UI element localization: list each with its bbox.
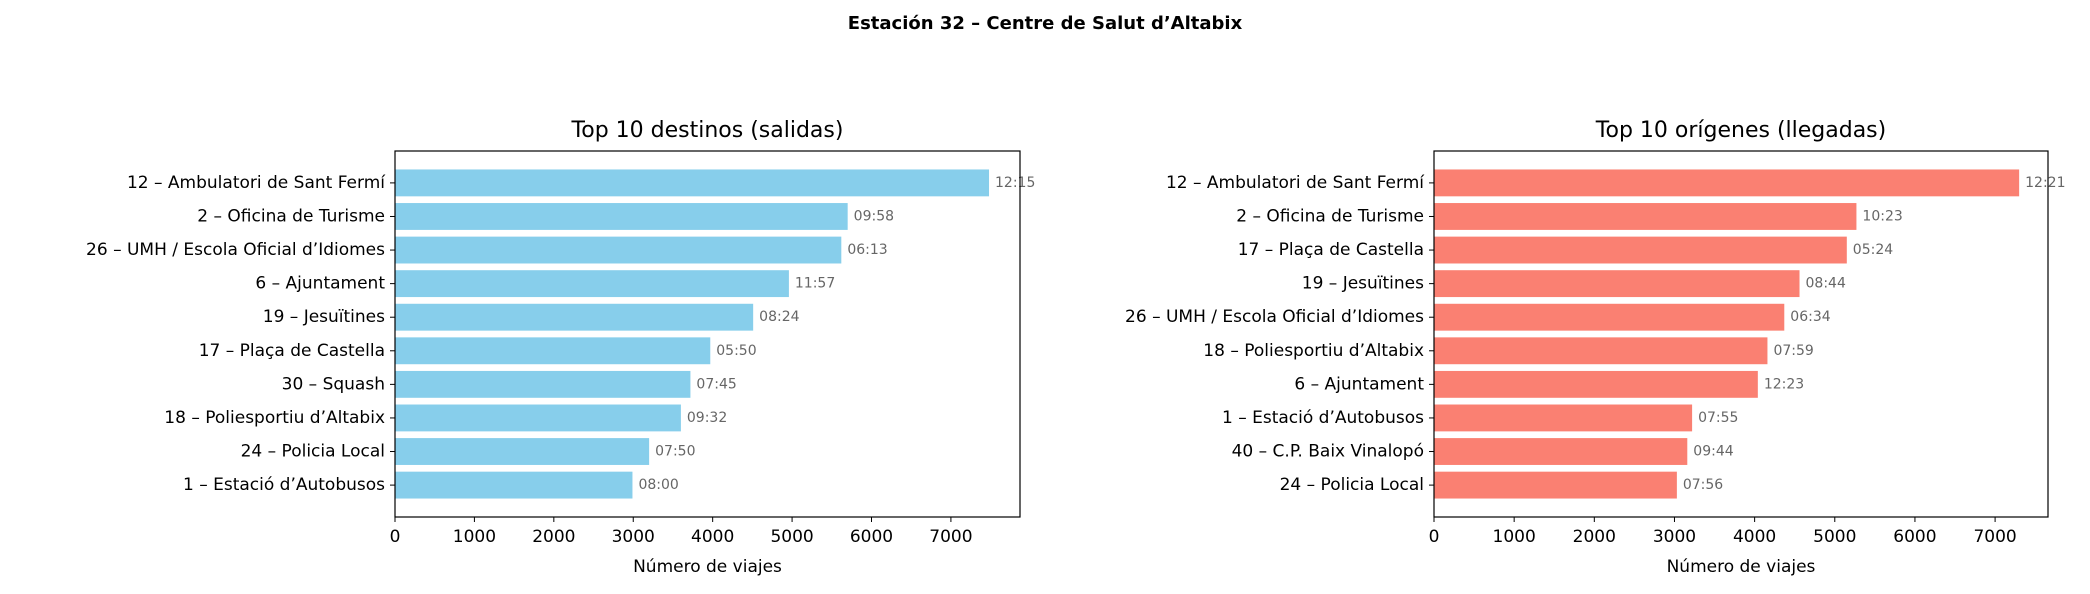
x-tick-label: 2000 <box>532 527 575 547</box>
bar <box>395 337 711 365</box>
y-tick-label: 2 – Oficina de Turisme <box>197 206 385 226</box>
bar <box>395 303 754 331</box>
x-axis-label: Número de viajes <box>633 557 782 577</box>
x-tick-label: 6000 <box>1893 527 1936 547</box>
y-tick-label: 24 – Policia Local <box>241 442 385 462</box>
x-tick-label: 3000 <box>1653 527 1696 547</box>
bar-annotation: 07:56 <box>1683 477 1723 493</box>
bar <box>1434 270 1800 298</box>
x-tick-label: 0 <box>1429 527 1440 547</box>
bar-annotation: 09:44 <box>1693 444 1733 460</box>
bar-annotation: 09:58 <box>854 208 894 224</box>
bar-annotation: 06:34 <box>1790 309 1830 325</box>
bar-annotation: 08:00 <box>638 477 678 493</box>
y-tick-label: 1 – Estació d’Autobusos <box>1222 408 1424 428</box>
bar-annotation: 12:15 <box>995 175 1035 191</box>
bar <box>395 471 633 499</box>
bar <box>395 236 842 264</box>
bar <box>1434 404 1693 432</box>
bar-annotation: 11:57 <box>795 276 835 292</box>
axes-frame <box>394 150 1021 518</box>
chart-title: Top 10 destinos (salidas) <box>571 118 844 143</box>
y-tick-label: 26 – UMH / Escola Oficial d’Idiomes <box>86 240 385 260</box>
bar-annotation: 08:44 <box>1806 276 1846 292</box>
bar <box>395 370 691 398</box>
x-tick-label: 7000 <box>929 527 972 547</box>
x-tick-label: 3000 <box>612 527 655 547</box>
y-tick-label: 12 – Ambulatori de Sant Fermí <box>1166 173 1425 193</box>
y-tick-label: 18 – Poliesportiu d’Altabix <box>164 408 385 428</box>
x-tick-label: 1000 <box>1493 527 1536 547</box>
x-tick-label: 4000 <box>1733 527 1776 547</box>
bar-annotation: 12:23 <box>1764 376 1804 392</box>
y-tick-label: 6 – Ajuntament <box>1294 374 1424 394</box>
bar-annotation: 06:13 <box>847 242 887 258</box>
x-tick-label: 0 <box>390 527 401 547</box>
bar-annotation: 12:21 <box>2025 175 2065 191</box>
bar-annotation: 08:24 <box>759 309 799 325</box>
bar-annotation: 05:24 <box>1853 242 1893 258</box>
chart-title: Top 10 orígenes (llegadas) <box>1595 118 1886 143</box>
bar <box>1434 236 1847 264</box>
x-tick-label: 1000 <box>453 527 496 547</box>
x-tick-label: 4000 <box>691 527 734 547</box>
x-axis-label: Número de viajes <box>1667 557 1816 577</box>
bar <box>395 270 789 298</box>
x-tick-label: 2000 <box>1573 527 1616 547</box>
bar <box>1434 337 1768 365</box>
y-tick-label: 30 – Squash <box>282 374 385 394</box>
y-tick-label: 2 – Oficina de Turisme <box>1236 206 1424 226</box>
bar-annotation: 07:45 <box>696 376 736 392</box>
x-tick-label: 5000 <box>1813 527 1856 547</box>
x-tick-label: 6000 <box>850 527 893 547</box>
y-tick-label: 6 – Ajuntament <box>255 274 385 294</box>
y-tick-label: 24 – Policia Local <box>1280 475 1424 495</box>
y-tick-label: 1 – Estació d’Autobusos <box>183 475 385 495</box>
y-tick-label: 40 – C.P. Baix Vinalopó <box>1232 442 1424 462</box>
bar <box>395 203 848 230</box>
bar <box>1434 438 1688 465</box>
bar-annotation: 09:32 <box>687 410 727 426</box>
bar-annotation: 07:59 <box>1773 343 1813 359</box>
bar-annotation: 10:23 <box>1862 208 1902 224</box>
y-tick-label: 12 – Ambulatori de Sant Fermí <box>127 173 386 193</box>
y-tick-label: 17 – Plaça de Castella <box>199 341 385 361</box>
y-tick-label: 17 – Plaça de Castella <box>1238 240 1424 260</box>
y-tick-label: 26 – UMH / Escola Oficial d’Idiomes <box>1125 307 1424 327</box>
bar <box>1434 203 1857 230</box>
bar <box>1434 303 1785 331</box>
y-tick-label: 19 – Jesuïtines <box>1302 274 1424 294</box>
x-tick-label: 7000 <box>1973 527 2016 547</box>
bar-annotation: 07:55 <box>1698 410 1738 426</box>
y-tick-label: 19 – Jesuïtines <box>263 307 385 327</box>
y-tick-label: 18 – Poliesportiu d’Altabix <box>1203 341 1424 361</box>
figure-title: Estación 32 – Centre de Salut d’Altabix <box>848 13 1243 34</box>
bar <box>1434 169 2020 197</box>
axes-frame <box>1433 150 2049 518</box>
bar <box>395 404 681 432</box>
bar <box>395 438 650 465</box>
bar <box>395 169 990 197</box>
bar <box>1434 471 1677 499</box>
bar-annotation: 05:50 <box>716 343 756 359</box>
x-tick-label: 5000 <box>770 527 813 547</box>
bar <box>1434 370 1758 398</box>
bar-annotation: 07:50 <box>655 444 695 460</box>
